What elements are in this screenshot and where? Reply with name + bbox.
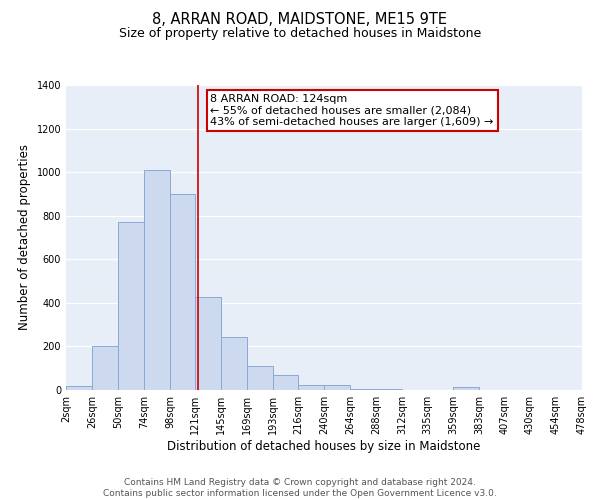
Bar [195,298,221,390]
Bar [247,366,273,390]
Bar [66,386,92,390]
Text: Contains HM Land Registry data © Crown copyright and database right 2024.
Contai: Contains HM Land Registry data © Crown c… [103,478,497,498]
Bar [273,375,298,390]
Bar [298,385,324,390]
Bar [376,389,402,390]
Text: 8 ARRAN ROAD: 124sqm
← 55% of detached houses are smaller (2,084)
43% of semi-de: 8 ARRAN ROAD: 124sqm ← 55% of detached h… [211,94,494,128]
Bar [118,222,144,390]
Text: Size of property relative to detached houses in Maidstone: Size of property relative to detached ho… [119,28,481,40]
Bar [92,346,118,390]
Bar [324,385,350,390]
Bar [350,389,376,390]
Bar [221,336,247,390]
Bar [170,194,195,390]
Text: 8, ARRAN ROAD, MAIDSTONE, ME15 9TE: 8, ARRAN ROAD, MAIDSTONE, ME15 9TE [152,12,448,28]
Bar [453,386,479,390]
X-axis label: Distribution of detached houses by size in Maidstone: Distribution of detached houses by size … [167,440,481,452]
Bar [144,170,170,390]
Y-axis label: Number of detached properties: Number of detached properties [18,144,31,330]
